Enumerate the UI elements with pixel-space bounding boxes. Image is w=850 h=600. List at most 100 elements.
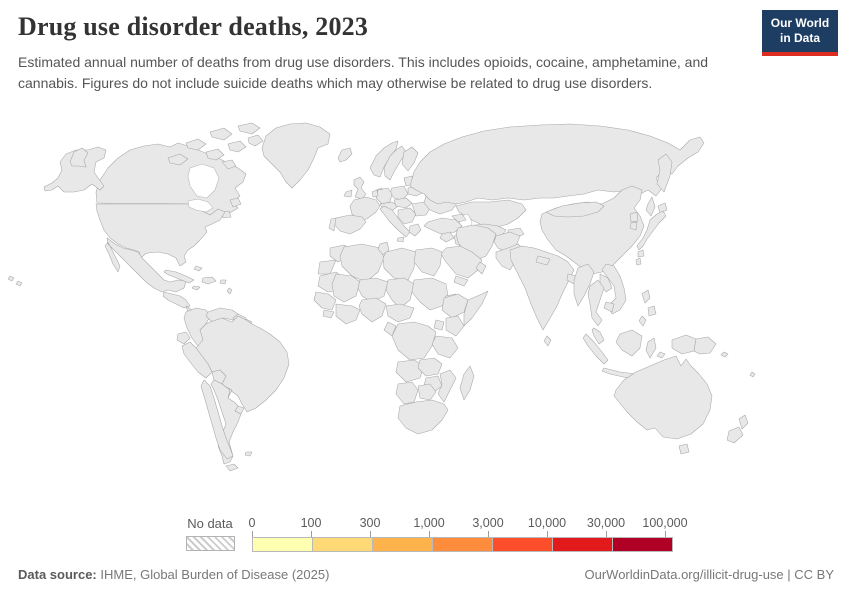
country-japan-hokkaido[interactable] <box>657 202 668 214</box>
country-sierra-leone-liberia[interactable] <box>322 309 335 319</box>
country-usa-hawaii[interactable] <box>7 275 15 282</box>
country-canada-arctic-island[interactable] <box>185 138 207 151</box>
legend-swatch-2[interactable] <box>372 537 433 552</box>
country-usa[interactable] <box>95 203 226 267</box>
country-botswana[interactable] <box>417 383 437 401</box>
country-western-sahara[interactable] <box>317 259 337 275</box>
legend-swatch-0[interactable] <box>252 537 313 552</box>
country-australia-tasmania[interactable] <box>678 443 690 455</box>
country-myanmar[interactable] <box>573 263 595 307</box>
country-italy[interactable] <box>379 205 411 238</box>
country-iceland[interactable] <box>337 147 353 163</box>
country-zambia[interactable] <box>417 357 443 377</box>
country-angola[interactable] <box>395 359 425 383</box>
country-canada-arctic-island[interactable] <box>209 127 233 141</box>
country-vietnam[interactable] <box>601 263 627 315</box>
country-turkey[interactable] <box>423 217 463 235</box>
country-canada-arctic-island[interactable] <box>247 134 264 147</box>
country-russia-kamchatka[interactable] <box>656 153 673 193</box>
legend-swatch-4[interactable] <box>492 537 553 552</box>
country-venezuela[interactable] <box>205 307 239 325</box>
country-south-korea[interactable] <box>629 221 638 231</box>
country-ethiopia[interactable] <box>441 293 469 319</box>
country-india[interactable] <box>509 245 575 331</box>
legend-color-bar[interactable] <box>252 537 673 552</box>
country-indonesia-sumatra[interactable] <box>582 333 609 365</box>
country-fiji[interactable] <box>749 371 756 378</box>
country-dr-congo[interactable] <box>391 321 437 361</box>
country-puerto-rico[interactable] <box>219 279 227 285</box>
country-romania-bulgaria[interactable] <box>411 201 431 217</box>
country-canada-arctic-island[interactable] <box>205 148 225 161</box>
country-france[interactable] <box>349 196 381 223</box>
country-philippines[interactable] <box>638 315 647 327</box>
country-russia-chukotka[interactable] <box>69 147 89 168</box>
country-philippines[interactable] <box>641 289 651 304</box>
country-new-zealand-south[interactable] <box>726 426 744 444</box>
country-ireland[interactable] <box>343 189 353 198</box>
country-italy-sicily[interactable] <box>396 236 405 243</box>
country-libya[interactable] <box>382 247 417 281</box>
country-yemen[interactable] <box>453 275 469 287</box>
country-mali[interactable] <box>331 273 361 303</box>
country-oman[interactable] <box>475 261 487 275</box>
country-nigeria[interactable] <box>358 297 387 323</box>
country-tierra-del-fuego[interactable] <box>225 463 239 472</box>
country-jamaica[interactable] <box>191 285 201 291</box>
country-senegal-guinea[interactable] <box>313 291 337 311</box>
country-spain[interactable] <box>333 214 367 235</box>
country-chad[interactable] <box>385 277 415 309</box>
country-new-zealand-north[interactable] <box>738 414 749 430</box>
country-usa-hawaii[interactable] <box>15 280 23 287</box>
country-greece[interactable] <box>408 223 422 237</box>
country-malaysia[interactable] <box>591 327 605 345</box>
country-mongolia[interactable] <box>545 201 605 218</box>
no-data-swatch[interactable] <box>186 536 235 551</box>
country-tanzania[interactable] <box>431 335 459 359</box>
credit-link[interactable]: OurWorldinData.org/illicit-drug-use | CC… <box>584 567 835 582</box>
country-guatemala-honduras-nicaragua[interactable] <box>162 291 191 309</box>
country-canada-arctic-island[interactable] <box>227 140 247 153</box>
country-taiwan[interactable] <box>635 257 642 266</box>
country-indonesia-west-papua[interactable] <box>671 334 697 355</box>
country-australia[interactable] <box>613 355 713 440</box>
country-ecuador[interactable] <box>176 331 191 345</box>
legend-swatch-1[interactable] <box>312 537 373 552</box>
country-finland[interactable] <box>401 146 419 172</box>
legend-swatch-5[interactable] <box>552 537 613 552</box>
country-canada-arctic-island[interactable] <box>167 153 189 166</box>
country-algeria[interactable] <box>339 243 385 283</box>
country-egypt[interactable] <box>413 247 443 277</box>
country-canada-arctic-island[interactable] <box>237 122 261 135</box>
country-chile[interactable] <box>200 379 234 460</box>
country-madagascar[interactable] <box>459 365 475 401</box>
country-ivory-coast-ghana[interactable] <box>335 303 361 325</box>
country-falkland-islands[interactable] <box>244 451 253 457</box>
country-uruguay[interactable] <box>234 405 245 415</box>
country-canada-newfoundland[interactable] <box>229 197 242 208</box>
country-japan-kyushu[interactable] <box>637 249 645 258</box>
country-saudi-arabia[interactable] <box>440 245 483 279</box>
country-somalia[interactable] <box>463 290 489 327</box>
country-north-korea[interactable] <box>629 211 639 223</box>
country-cambodia[interactable] <box>603 301 615 313</box>
country-papua-new-guinea[interactable] <box>693 336 717 355</box>
country-germany[interactable] <box>375 187 393 205</box>
country-balkans[interactable] <box>397 207 417 225</box>
country-czechia-hungary[interactable] <box>393 197 413 209</box>
country-hispaniola[interactable] <box>201 276 217 285</box>
country-cameroon-central-africa[interactable] <box>385 303 415 323</box>
country-russia-sakhalin[interactable] <box>645 196 656 217</box>
country-solomon-islands[interactable] <box>720 351 729 358</box>
country-indonesia-sulawesi[interactable] <box>645 337 657 359</box>
country-thailand[interactable] <box>587 279 605 327</box>
country-greenland[interactable] <box>261 122 331 189</box>
country-uganda[interactable] <box>433 319 445 331</box>
country-indonesia-maluku[interactable] <box>656 351 666 359</box>
country-south-africa[interactable] <box>397 399 449 435</box>
country-portugal[interactable] <box>328 217 337 232</box>
country-nepal[interactable] <box>535 255 551 266</box>
country-united-kingdom[interactable] <box>353 176 367 200</box>
country-benelux[interactable] <box>371 189 379 198</box>
country-sudan[interactable] <box>411 277 449 311</box>
